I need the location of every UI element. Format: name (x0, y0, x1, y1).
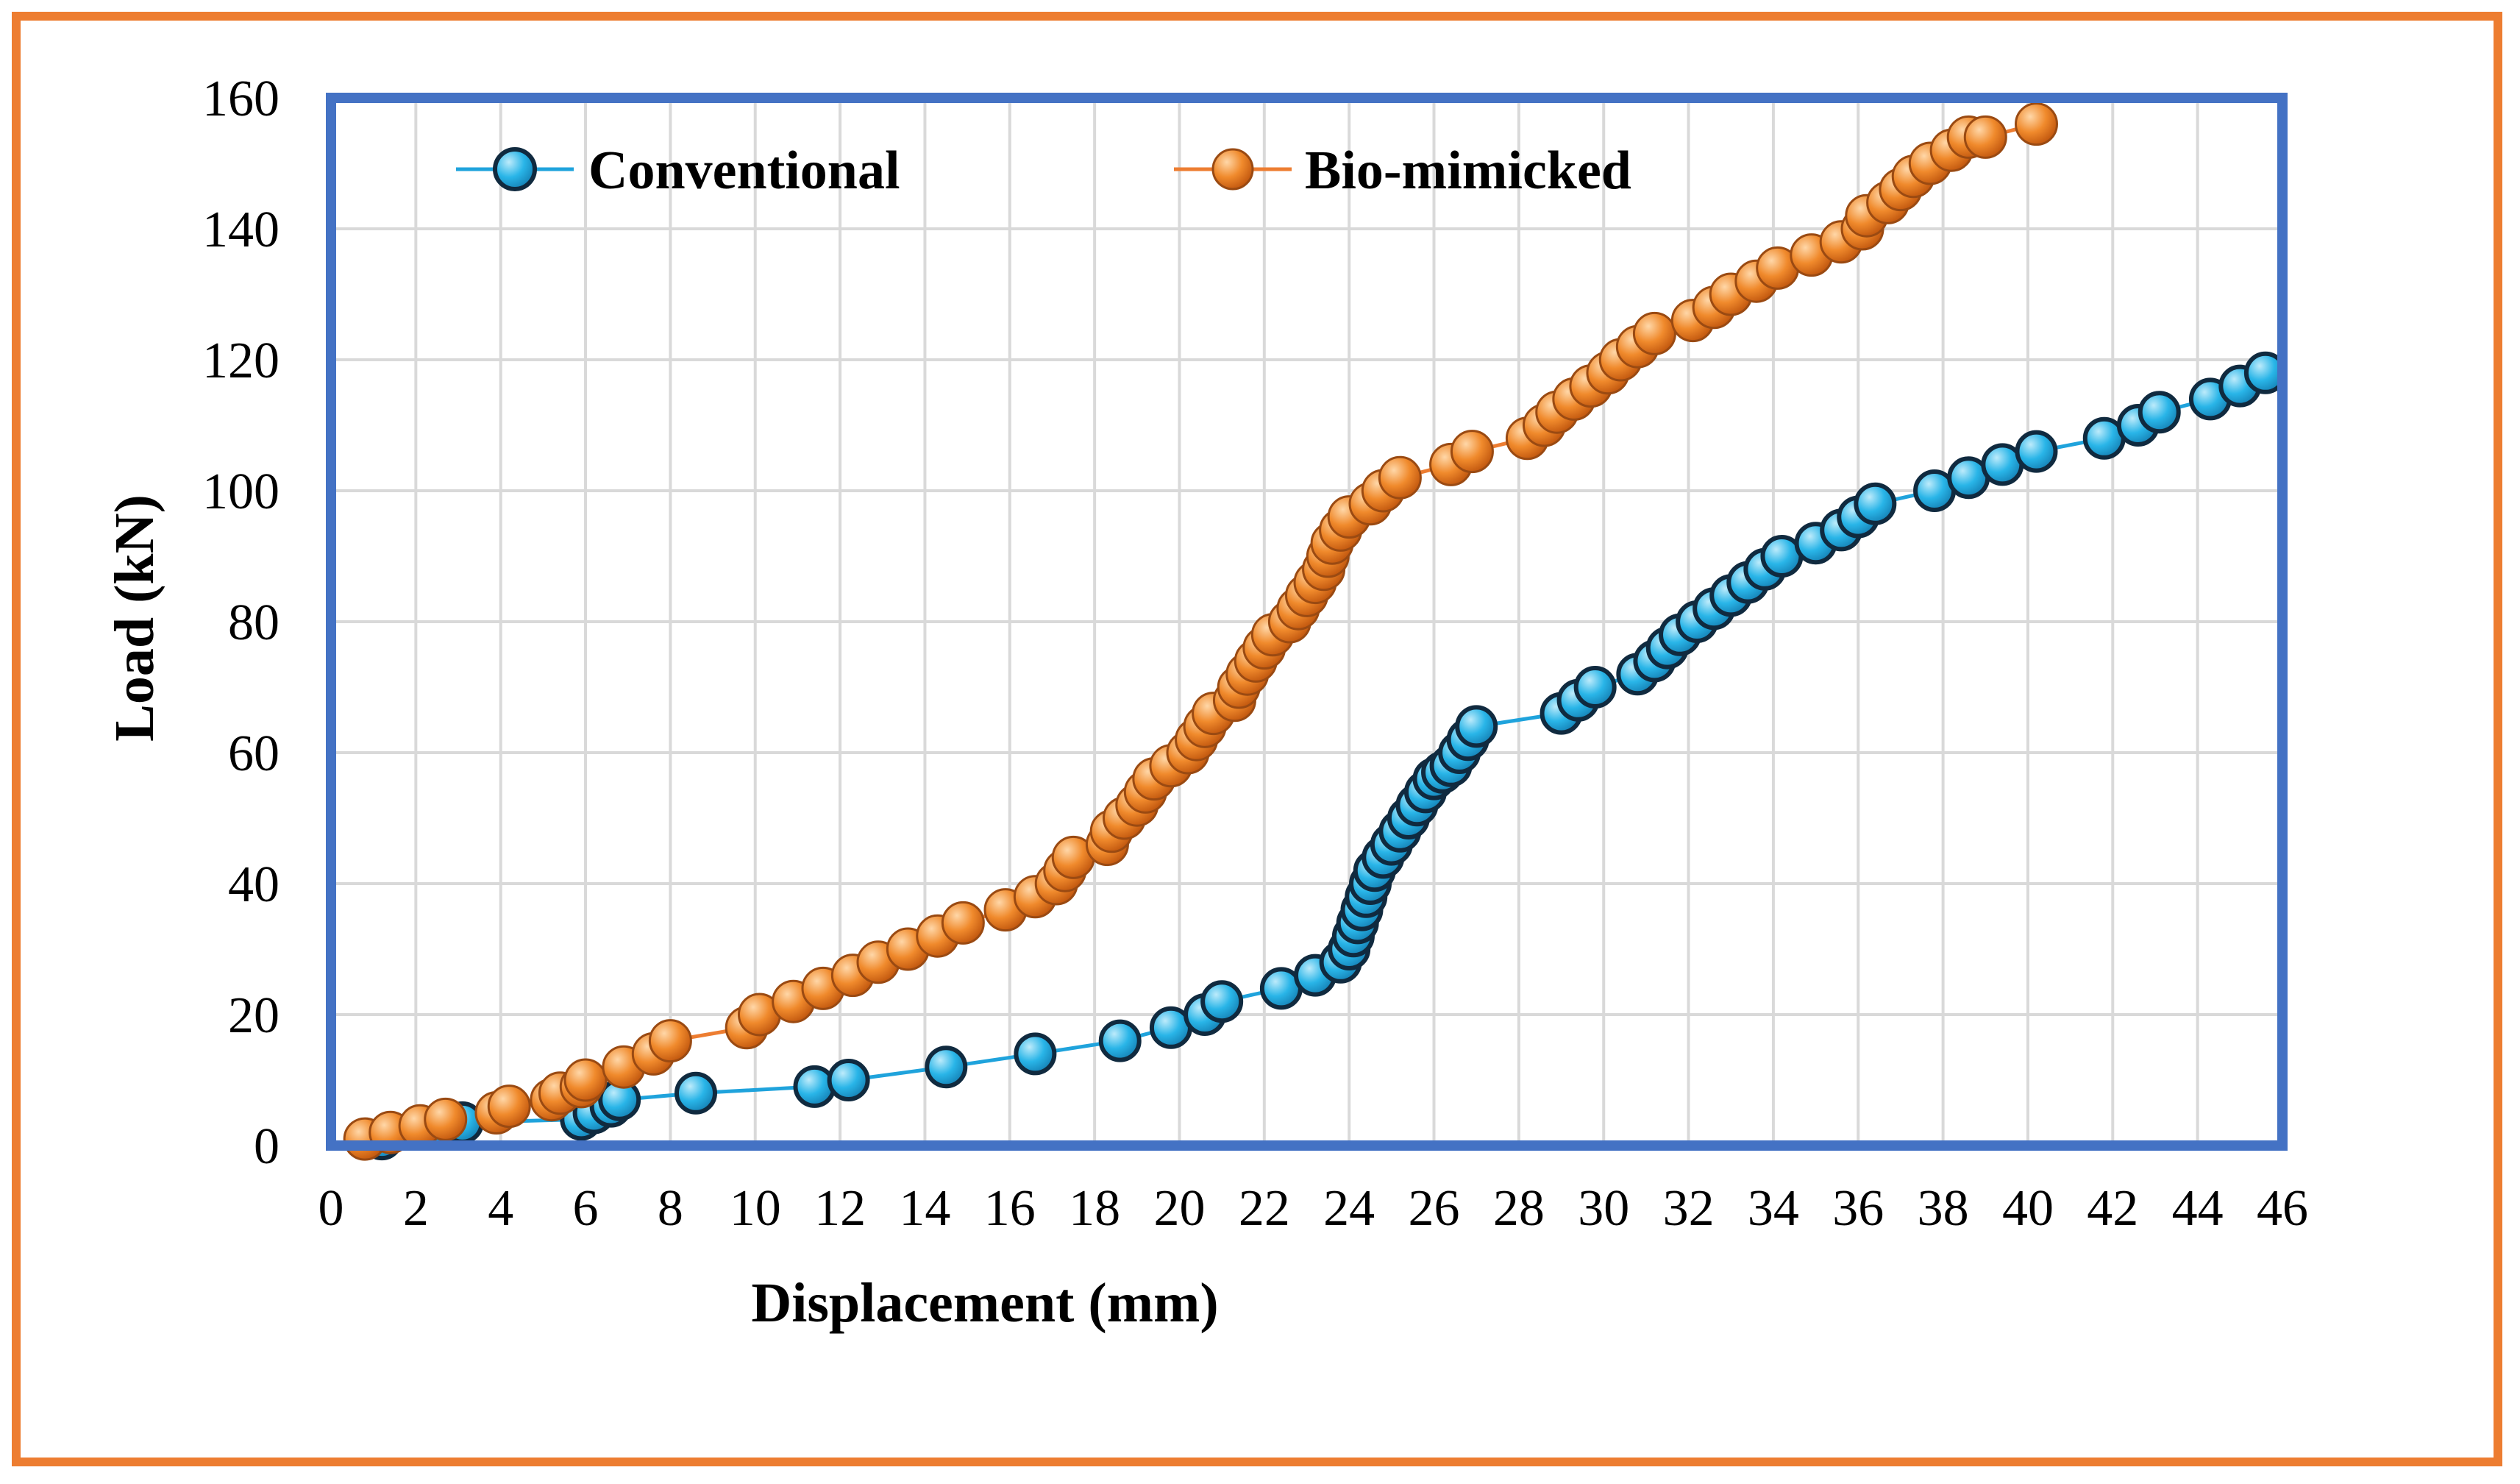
x-tick-label: 4 (488, 1180, 513, 1237)
x-tick-label: 28 (1493, 1180, 1545, 1237)
x-tick-label: 42 (2087, 1180, 2138, 1237)
x-tick-label: 44 (2172, 1180, 2224, 1237)
data-point-conventional[interactable] (1200, 980, 1244, 1023)
y-tick-label: 140 (202, 202, 280, 258)
x-tick-label: 34 (1748, 1180, 1799, 1237)
tick-labels: 0 2 4 6 8 10 12 14 16 18 20 22 24 26 28 30 32 34 36 38 40 42 4… (202, 71, 2308, 1237)
x-tick-label: 14 (899, 1180, 950, 1237)
y-tick-label: 0 (254, 1118, 280, 1175)
data-point-bio-mimicked[interactable] (1378, 455, 1422, 500)
data-point-bio-mimicked[interactable] (1632, 311, 1676, 355)
chart-frame (12, 12, 2502, 1466)
data-point-conventional[interactable] (2015, 430, 2058, 473)
x-tick-label: 16 (984, 1180, 1036, 1237)
data-point-conventional[interactable] (2138, 391, 2181, 434)
legend-label-conventional: Conventional (588, 141, 900, 201)
data-point-conventional[interactable] (1098, 1019, 1142, 1062)
data-point-bio-mimicked[interactable] (424, 1097, 468, 1141)
legend-marker-bio-mimicked (1211, 148, 1254, 191)
x-tick-label: 40 (2002, 1180, 2054, 1237)
x-tick-label: 46 (2257, 1180, 2308, 1237)
plot-border (326, 93, 2288, 1151)
x-tick-label: 8 (658, 1180, 683, 1237)
data-point-conventional[interactable] (674, 1071, 717, 1115)
legend-item-conventional[interactable]: Conventional (456, 141, 900, 201)
x-axis-title: Displacement (mm) (751, 1272, 1218, 1334)
data-point-conventional[interactable] (1854, 482, 1897, 525)
data-point-bio-mimicked[interactable] (563, 1058, 608, 1102)
x-tick-label: 22 (1239, 1180, 1290, 1237)
x-tick-label: 2 (403, 1180, 429, 1237)
data-point-bio-mimicked[interactable] (941, 901, 985, 945)
legend-label-bio-mimicked: Bio-mimicked (1305, 141, 1631, 201)
x-tick-label: 26 (1409, 1180, 1460, 1237)
x-tick-label: 10 (730, 1180, 781, 1237)
y-tick-label: 100 (202, 464, 280, 520)
legend: Conventional Bio-mimicked (456, 141, 1631, 201)
x-tick-label: 24 (1323, 1180, 1375, 1237)
data-point-conventional[interactable] (793, 1065, 836, 1108)
y-tick-label: 80 (228, 594, 280, 651)
data-point-bio-mimicked[interactable] (648, 1019, 692, 1063)
data-point-bio-mimicked[interactable] (487, 1084, 531, 1129)
y-tick-label: 160 (202, 71, 280, 127)
y-tick-label: 60 (228, 725, 280, 782)
x-tick-label: 30 (1578, 1180, 1629, 1237)
y-tick-label: 40 (228, 856, 280, 913)
data-point-conventional[interactable] (1573, 666, 1617, 709)
y-tick-label: 120 (202, 333, 280, 389)
legend-item-bio-mimicked[interactable]: Bio-mimicked (1174, 141, 1631, 201)
data-point-bio-mimicked[interactable] (1450, 430, 1494, 474)
series-layer (343, 102, 2287, 1161)
x-tick-label: 32 (1663, 1180, 1715, 1237)
x-tick-label: 12 (814, 1180, 866, 1237)
data-point-conventional[interactable] (925, 1045, 968, 1089)
data-point-bio-mimicked[interactable] (1963, 115, 2007, 159)
x-tick-label: 38 (1918, 1180, 1969, 1237)
data-point-conventional[interactable] (1014, 1032, 1057, 1076)
x-tick-label: 0 (318, 1180, 344, 1237)
data-point-conventional[interactable] (1455, 705, 1498, 748)
data-point-bio-mimicked[interactable] (2014, 102, 2058, 146)
x-tick-label: 20 (1153, 1180, 1205, 1237)
x-tick-label: 18 (1069, 1180, 1120, 1237)
data-point-conventional[interactable] (827, 1059, 870, 1101)
legend-marker-conventional (493, 147, 537, 191)
y-axis-title: Load (kN) (104, 494, 165, 742)
x-tick-label: 36 (1832, 1180, 1884, 1237)
y-tick-label: 20 (228, 987, 280, 1044)
x-tick-label: 6 (573, 1180, 599, 1237)
